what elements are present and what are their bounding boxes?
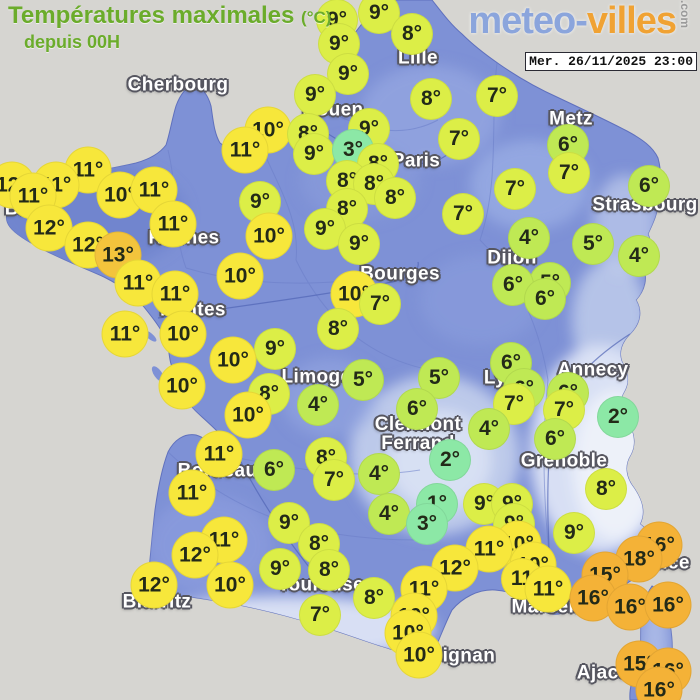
temp-marker: 11° xyxy=(149,200,197,248)
temp-marker: 7° xyxy=(493,383,535,425)
temp-marker: 10° xyxy=(245,212,293,260)
datetime-box: Mer. 26/11/2025 23:00 xyxy=(525,52,697,71)
temp-marker: 6° xyxy=(253,449,295,491)
temp-marker: 11° xyxy=(168,469,216,517)
temp-marker: 16° xyxy=(635,666,683,700)
temp-marker: 5° xyxy=(342,359,384,401)
temp-marker: 12° xyxy=(130,561,178,609)
temp-marker: 9° xyxy=(294,74,336,116)
temp-marker: 6° xyxy=(524,278,566,320)
temp-marker: 3° xyxy=(406,503,448,545)
temp-marker: 10° xyxy=(395,631,443,679)
page-title-block: Températures maximales (°C) depuis 00H xyxy=(8,2,331,53)
temp-marker: 10° xyxy=(224,391,272,439)
temp-marker: 10° xyxy=(206,561,254,609)
site-logo[interactable]: meteo-villes .com xyxy=(468,0,692,43)
temp-marker: 4° xyxy=(358,453,400,495)
logo-meteo: meteo- xyxy=(468,0,588,42)
temp-marker: 11° xyxy=(9,172,57,220)
city-label: Limoges xyxy=(281,366,363,388)
logo-tld: .com xyxy=(678,0,692,29)
temp-marker: 10° xyxy=(216,252,264,300)
temp-marker: 11° xyxy=(130,166,178,214)
title-unit: (°C) xyxy=(301,8,332,27)
temp-marker: 9° xyxy=(338,223,380,265)
temp-marker: 7° xyxy=(438,118,480,160)
temp-marker: 7° xyxy=(476,75,518,117)
city-label: Metz xyxy=(549,108,593,130)
logo-villes: villes xyxy=(586,0,677,42)
temp-marker: 10° xyxy=(159,310,207,358)
temp-marker: 5° xyxy=(572,223,614,265)
city-label: Bourges xyxy=(360,263,440,285)
temp-marker: 6° xyxy=(534,418,576,460)
temp-marker: 11° xyxy=(524,565,572,613)
city-label: Cherbourg xyxy=(127,74,229,96)
temp-marker: 6° xyxy=(492,264,534,306)
temp-marker: 6° xyxy=(396,388,438,430)
temp-marker: 8° xyxy=(410,78,452,120)
temp-marker: 8° xyxy=(374,177,416,219)
temp-marker: 11° xyxy=(221,126,269,174)
temp-marker: 4° xyxy=(368,493,410,535)
temp-marker: 8° xyxy=(391,13,433,55)
page-title: Températures maximales xyxy=(8,2,295,29)
temp-marker: 11° xyxy=(195,430,243,478)
temp-marker: 7° xyxy=(313,459,355,501)
temp-marker: 9° xyxy=(358,0,400,34)
temp-marker: 7° xyxy=(442,193,484,235)
temp-marker: 9° xyxy=(259,548,301,590)
temp-marker: 8° xyxy=(317,308,359,350)
temp-marker: 4° xyxy=(468,408,510,450)
temp-marker: 8° xyxy=(308,549,350,591)
temp-marker: 7° xyxy=(359,283,401,325)
temp-marker: 9° xyxy=(254,328,296,370)
temp-marker: 9° xyxy=(293,133,335,175)
temp-marker: 7° xyxy=(299,594,341,636)
temp-marker: 4° xyxy=(508,217,550,259)
page-subtitle: depuis 00H xyxy=(24,32,121,52)
temp-marker: 2° xyxy=(429,439,471,481)
city-label: Paris xyxy=(391,150,441,172)
temp-marker: 6° xyxy=(628,165,670,207)
temp-marker: 7° xyxy=(494,168,536,210)
temp-marker: 4° xyxy=(297,384,339,426)
temp-marker: 8° xyxy=(585,468,627,510)
temp-marker: 11° xyxy=(101,310,149,358)
temp-marker: 10° xyxy=(209,336,257,384)
temp-marker: 9° xyxy=(553,512,595,554)
temp-marker: 11° xyxy=(151,270,199,318)
temp-marker: 10° xyxy=(158,362,206,410)
temp-marker: 2° xyxy=(597,396,639,438)
temp-marker: 4° xyxy=(618,235,660,277)
temp-marker: 8° xyxy=(353,577,395,619)
temp-marker: 16° xyxy=(644,581,692,629)
temp-marker: 7° xyxy=(548,152,590,194)
